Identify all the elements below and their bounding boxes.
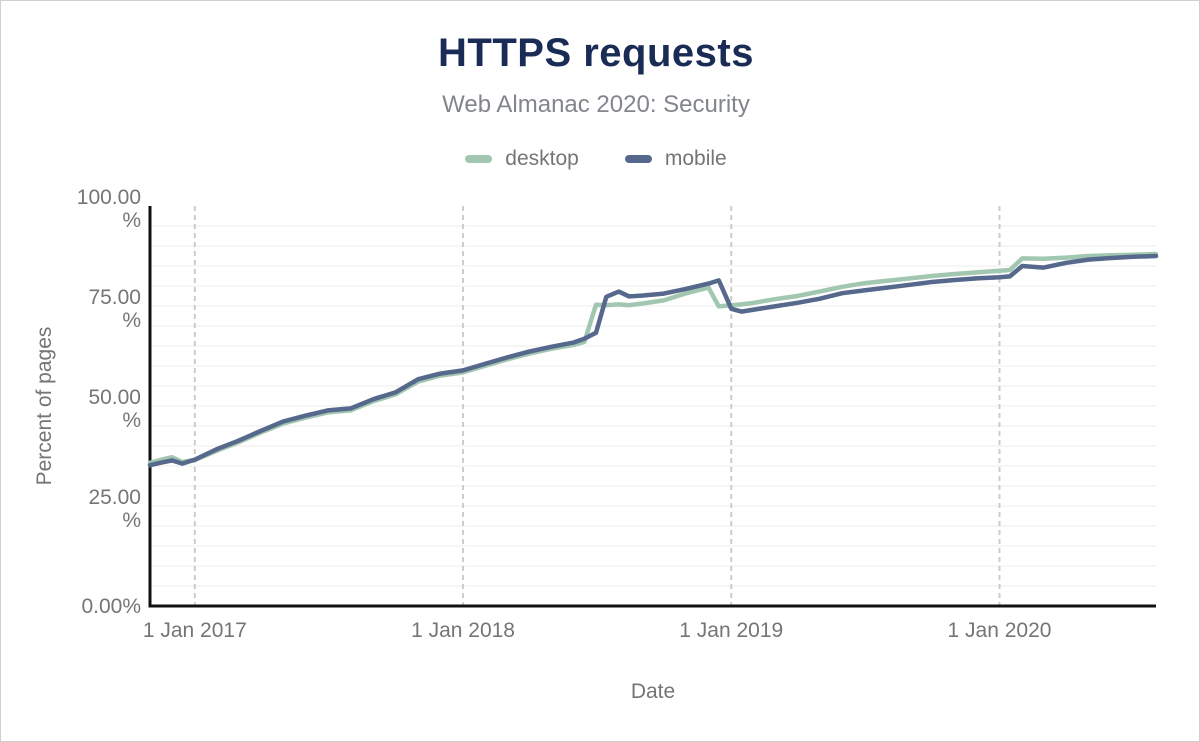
legend-label-mobile: mobile: [664, 147, 727, 170]
x-axis-title: Date: [631, 680, 675, 703]
mobile-series-swatch-icon: [624, 155, 652, 163]
desktop-series-swatch-icon: [465, 155, 493, 163]
legend: desktop mobile: [1, 147, 1191, 171]
y-axis-tick-label-unit: %: [122, 409, 141, 432]
y-axis-tick-label-unit: %: [122, 509, 141, 532]
x-axis-tick-label: 1 Jan 2020: [948, 619, 1052, 642]
page-title: HTTPS requests: [438, 31, 754, 75]
series-line-mobile: [147, 253, 1159, 468]
y-axis-tick-label: 75.00: [88, 286, 141, 309]
x-axis-tick-label: 1 Jan 2017: [143, 619, 247, 642]
legend-label-desktop: desktop: [505, 147, 579, 170]
chart-subtitle: Web Almanac 2020: Security: [442, 91, 750, 118]
y-axis-tick-label: 100.00: [77, 186, 141, 209]
y-axis-tick-label-unit: %: [122, 209, 141, 232]
y-axis-title: Percent of pages: [33, 327, 56, 486]
y-axis-tick-label: 25.00: [88, 486, 141, 509]
y-axis-tick-label: 0.00%: [81, 595, 141, 618]
x-axis-tick-label: 1 Jan 2019: [679, 619, 783, 642]
y-axis-tick-label-unit: %: [122, 309, 141, 332]
series-line-desktop: [147, 251, 1159, 466]
legend-item-mobile: mobile: [624, 147, 727, 171]
y-axis-tick-label: 50.00: [88, 386, 141, 409]
x-axis-tick-label: 1 Jan 2018: [411, 619, 515, 642]
legend-item-desktop: desktop: [465, 147, 579, 171]
